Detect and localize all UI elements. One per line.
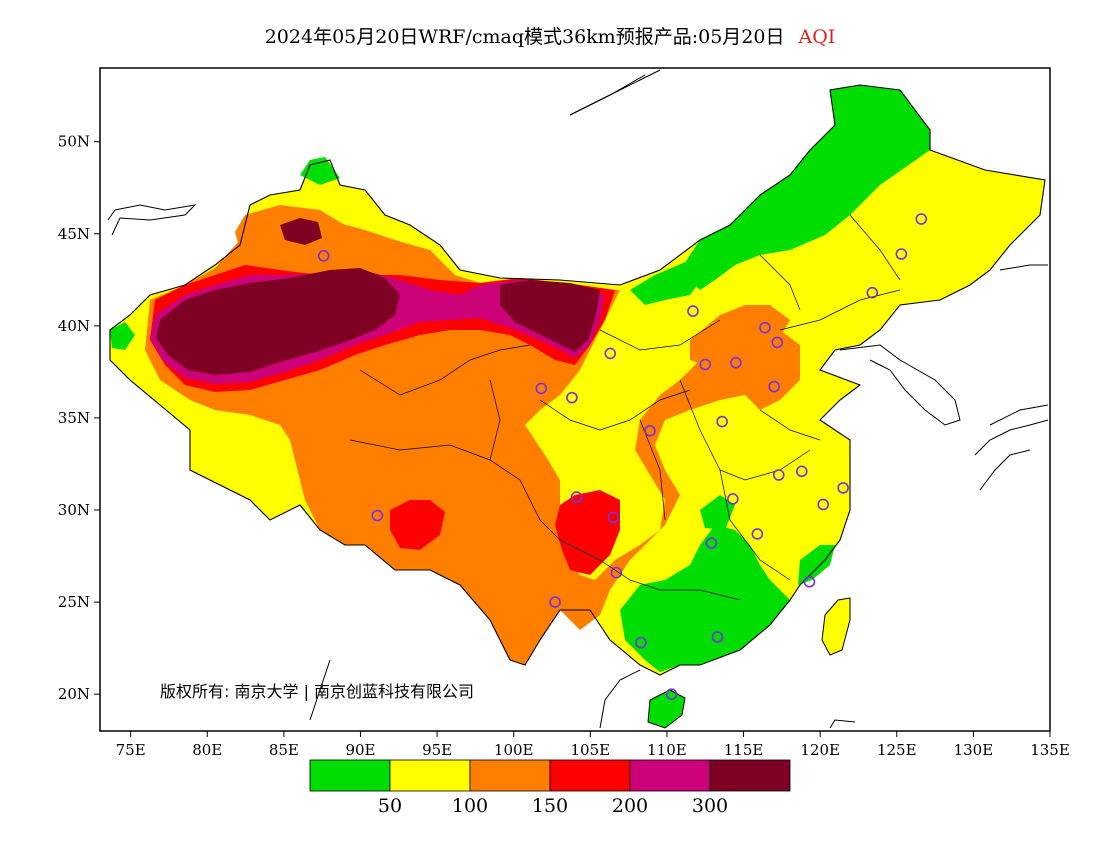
aqi-region-unhealthy-tibet: [390, 500, 445, 550]
aqi-region-usg-east: [690, 305, 790, 365]
city-marker: [610, 566, 623, 579]
title-variable: AQI: [798, 26, 836, 48]
legend-label: 50: [378, 795, 402, 817]
y-axis: 20N 25N 30N 35N 40N 45N 50N: [58, 133, 100, 703]
y-tick-label: 35N: [58, 409, 90, 427]
city-marker: [768, 380, 780, 393]
city-marker: [730, 356, 742, 369]
city-markers: [317, 213, 928, 700]
x-tick-label: 135E: [1030, 741, 1070, 759]
x-tick-label: 90E: [345, 741, 375, 759]
city-marker: [570, 491, 583, 503]
city-marker: [716, 415, 728, 428]
aqi-region-hazardous-taklamakan: [156, 268, 400, 375]
x-tick-label: 125E: [877, 741, 917, 759]
city-marker: [711, 631, 724, 643]
aqi-region-unhealthy-sichuan: [555, 490, 620, 575]
city-marker: [759, 321, 771, 334]
x-tick-label: 120E: [800, 741, 840, 759]
x-tick-label: 110E: [647, 741, 687, 759]
aqi-legend: 50 100 150 200 300: [309, 759, 791, 817]
province-borders: [349, 214, 901, 601]
aqi-region-good-northeast: [680, 85, 930, 290]
city-marker: [915, 213, 928, 225]
city-marker: [751, 528, 764, 540]
legend-swatch: [309, 759, 391, 792]
copyright-text: 版权所有: 南京大学 | 南京创蓝科技有限公司: [160, 682, 474, 701]
city-marker: [566, 391, 578, 404]
legend-swatch: [469, 759, 551, 792]
legend-swatch: [549, 759, 631, 792]
x-tick-label: 130E: [954, 741, 994, 759]
x-tick-label: 105E: [571, 741, 611, 759]
aqi-region-good-southeast: [798, 545, 835, 585]
y-tick-label: 20N: [58, 685, 90, 703]
city-marker: [837, 482, 849, 494]
x-axis: 75E 80E 85E 90E 95E 100E 105E 110E 115E 120E 125E 1…: [116, 731, 1070, 759]
aqi-region-good-altai: [300, 157, 340, 185]
plot-frame: [99, 67, 1051, 732]
neighbor-coastlines: [107, 69, 1049, 729]
x-tick-label: 95E: [422, 741, 452, 759]
city-marker: [895, 248, 908, 260]
city-marker: [866, 286, 879, 299]
aqi-region-hainan-green: [648, 690, 685, 728]
aqi-region-good-south: [620, 525, 790, 672]
legend-swatch: [389, 759, 471, 792]
x-tick-label: 85E: [269, 741, 299, 759]
taiwan-outline: [821, 597, 851, 656]
city-marker: [699, 358, 712, 371]
legend-label: 200: [612, 795, 648, 817]
y-tick-label: 50N: [58, 133, 90, 151]
legend-swatch: [709, 759, 791, 792]
aqi-region-hazardous-dzungar: [280, 218, 322, 245]
y-tick-label: 45N: [58, 225, 90, 243]
y-tick-label: 25N: [58, 593, 90, 611]
x-tick-label: 100E: [494, 741, 534, 759]
aqi-region-good-south-2: [700, 495, 735, 530]
china-outline: [109, 84, 1046, 676]
city-marker: [795, 465, 808, 478]
city-marker: [635, 636, 647, 649]
city-marker: [687, 305, 699, 317]
city-marker: [604, 347, 617, 360]
city-marker: [817, 498, 830, 511]
aqi-region-good-northeast-2: [630, 260, 705, 305]
title-main: 2024年05月20日WRF/cmaq模式36km预报产品:05月20日: [264, 26, 785, 48]
aqi-region-taiwan: [822, 598, 850, 655]
map-title: 2024年05月20日WRF/cmaq模式36km预报产品:05月20日 AQI: [0, 22, 1100, 49]
aqi-region-hazardous-gobi: [500, 280, 600, 352]
city-marker: [607, 511, 620, 524]
x-tick-label: 80E: [192, 741, 222, 759]
city-marker: [665, 688, 678, 700]
x-tick-label: 115E: [724, 741, 764, 759]
city-marker: [371, 509, 384, 522]
map-plot-area: [107, 69, 1049, 729]
legend-swatch: [629, 759, 711, 792]
city-marker: [535, 382, 548, 395]
city-marker: [772, 469, 785, 481]
city-marker: [727, 493, 739, 505]
x-tick-label: 75E: [116, 741, 146, 759]
city-marker: [705, 537, 718, 549]
aqi-region-good-far-west: [110, 322, 135, 350]
city-marker: [317, 250, 330, 262]
y-tick-label: 30N: [58, 501, 90, 519]
city-marker: [771, 336, 784, 349]
legend-label: 150: [532, 795, 568, 817]
legend-label: 300: [692, 795, 728, 817]
y-tick-label: 40N: [58, 317, 90, 335]
city-marker: [803, 576, 816, 588]
legend-label: 100: [452, 795, 488, 817]
city-marker: [549, 596, 561, 608]
city-marker: [644, 425, 656, 437]
